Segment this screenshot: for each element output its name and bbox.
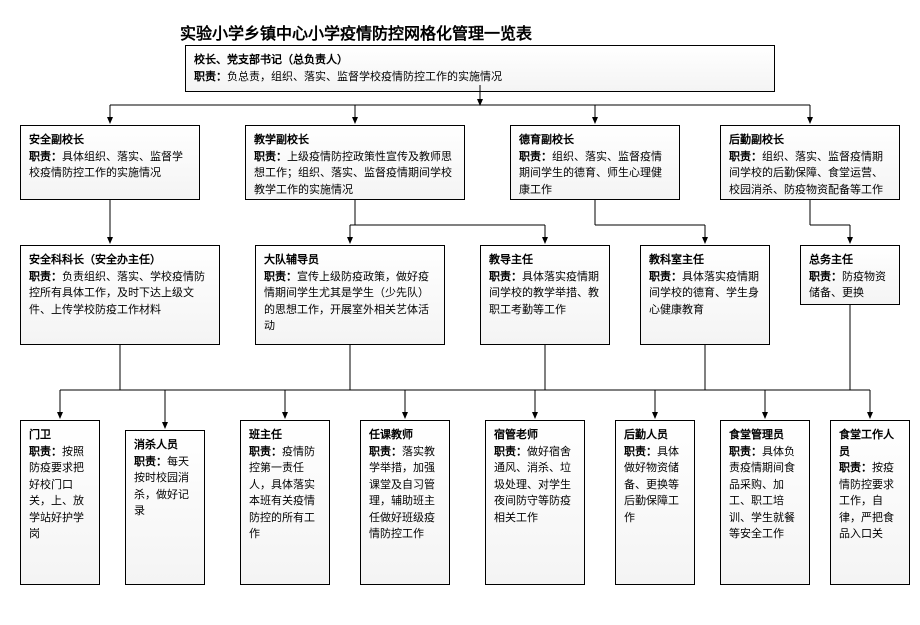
- duty-label: 职责：: [134, 456, 167, 468]
- duty-label: 职责：: [254, 151, 287, 163]
- role-label: 食堂工作人员: [839, 427, 901, 460]
- node-brigade: 大队辅导员 职责：宣传上级防疫政策，做好疫情期间学生尤其是学生（少先队）的思想工…: [255, 245, 445, 345]
- node-principal: 校长、党支部书记（总负责人） 职责：负总责，组织、落实、监督学校疫情防控工作的实…: [185, 45, 775, 92]
- node-vp-logistics: 后勤副校长 职责：组织、落实、监督疫情期间学校的后勤保障、食堂运营、校园消杀、防…: [720, 125, 900, 200]
- role-label: 总务主任: [809, 252, 891, 269]
- duty-label: 职责：: [839, 462, 872, 474]
- duty-label: 职责：: [624, 446, 657, 458]
- role-label: 食堂管理员: [729, 427, 801, 444]
- role-label: 任课教师: [369, 427, 441, 444]
- node-research-director: 教科室主任 职责：具体落实疫情期间学校的德育、学生身心健康教育: [640, 245, 770, 345]
- node-subject-teacher: 任课教师 职责：落实教学举措，加强课堂及自习管理，辅助班主任做好班级疫情防控工作: [360, 420, 450, 585]
- duty-text: 疫情防控第一责任人，具体落实本班有关疫情防控的所有工作: [249, 446, 315, 541]
- duty-label: 职责：: [489, 271, 522, 283]
- role-label: 大队辅导员: [264, 252, 436, 269]
- duty-label: 职责：: [519, 151, 552, 163]
- duty-label: 职责：: [809, 271, 842, 283]
- node-safety-chief: 安全科科长（安全办主任） 职责：负责组织、落实、学校疫情防控所有具体工作，及时下…: [20, 245, 220, 345]
- role-label: 门卫: [29, 427, 91, 444]
- node-canteen-staff: 食堂工作人员 职责：按疫情防控要求工作，自律，严把食品入口关: [830, 420, 910, 585]
- duty-label: 职责：: [29, 271, 62, 283]
- node-canteen-mgr: 食堂管理员 职责：具体负责疫情期间食品采购、加工、职工培训、学生就餐等安全工作: [720, 420, 810, 585]
- role-label: 后勤副校长: [729, 132, 891, 149]
- role-label: 班主任: [249, 427, 321, 444]
- role-label: 德育副校长: [519, 132, 671, 149]
- role-label: 安全副校长: [29, 132, 191, 149]
- node-dorm: 宿管老师 职责：做好宿舍通风、消杀、垃圾处理、对学生夜间防守等防疫相关工作: [485, 420, 585, 585]
- node-vp-safety: 安全副校长 职责：具体组织、落实、监督学校疫情防控工作的实施情况: [20, 125, 200, 200]
- duty-label: 职责：: [194, 71, 227, 83]
- duty-label: 职责：: [649, 271, 682, 283]
- duty-text: 落实教学举措，加强课堂及自习管理，辅助班主任做好班级疫情防控工作: [369, 446, 435, 541]
- node-homeroom: 班主任 职责：疫情防控第一责任人，具体落实本班有关疫情防控的所有工作: [240, 420, 330, 585]
- duty-label: 职责：: [249, 446, 282, 458]
- role-label: 教导主任: [489, 252, 601, 269]
- duty-text: 负总责，组织、落实、监督学校疫情防控工作的实施情况: [227, 71, 502, 83]
- duty-label: 职责：: [264, 271, 297, 283]
- duty-label: 职责：: [494, 446, 527, 458]
- duty-label: 职责：: [729, 446, 762, 458]
- node-teaching-director: 教导主任 职责：具体落实疫情期间学校的教学举措、教职工考勤等工作: [480, 245, 610, 345]
- page-title: 实验小学乡镇中心小学疫情防控网格化管理一览表: [180, 20, 532, 44]
- duty-label: 职责：: [729, 151, 762, 163]
- node-guard: 门卫 职责：按照防疫要求把好校门口关，上、放学站好护学岗: [20, 420, 100, 585]
- role-label: 消杀人员: [134, 437, 196, 454]
- duty-label: 职责：: [29, 151, 62, 163]
- duty-label: 职责：: [29, 446, 62, 458]
- role-label: 教学副校长: [254, 132, 456, 149]
- node-disinfect: 消杀人员 职责：每天按时校园消杀，做好记录: [125, 430, 205, 585]
- node-vp-moral: 德育副校长 职责：组织、落实、监督疫情期间学生的德育、师生心理健康工作: [510, 125, 680, 200]
- role-label: 宿管老师: [494, 427, 576, 444]
- role-label: 校长、党支部书记（总负责人）: [194, 52, 766, 69]
- role-label: 教科室主任: [649, 252, 761, 269]
- duty-text: 具体负责疫情期间食品采购、加工、职工培训、学生就餐等安全工作: [729, 446, 795, 541]
- duty-text: 按照防疫要求把好校门口关，上、放学站好护学岗: [29, 446, 84, 541]
- node-admin-director: 总务主任 职责：防疫物资储备、更换: [800, 245, 900, 305]
- node-logistics-staff: 后勤人员 职责：具体做好物资储备、更换等后勤保障工作: [615, 420, 695, 585]
- role-label: 后勤人员: [624, 427, 686, 444]
- role-label: 安全科科长（安全办主任）: [29, 252, 211, 269]
- duty-label: 职责：: [369, 446, 402, 458]
- node-vp-teaching: 教学副校长 职责：上级疫情防控政策性宣传及教师思想工作；组织、落实、监督疫情期间…: [245, 125, 465, 200]
